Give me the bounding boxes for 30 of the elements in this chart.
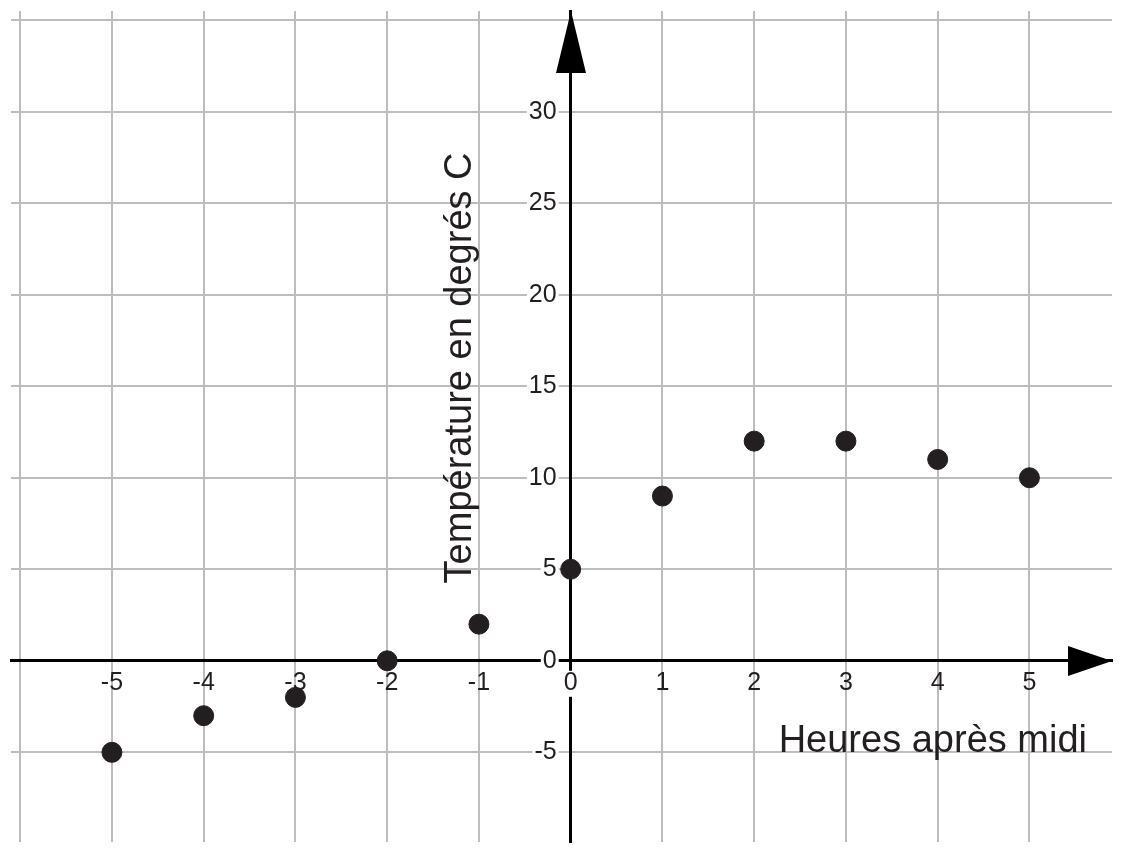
point <box>376 650 398 672</box>
x-tick-label: 0 <box>563 667 578 696</box>
point <box>468 613 490 635</box>
y-tick-label: -5 <box>534 736 557 765</box>
y-tick-label: 15 <box>528 370 557 399</box>
point <box>743 430 765 452</box>
y-tick-label: 5 <box>542 553 557 582</box>
point <box>651 485 673 507</box>
y-tick-label: 25 <box>528 187 557 216</box>
y-tick-label: 30 <box>528 95 557 124</box>
point <box>927 448 949 470</box>
y-tick-label: 20 <box>528 278 557 307</box>
x-tick-label: -4 <box>192 667 215 696</box>
x-tick-label: 3 <box>838 667 853 696</box>
point <box>835 430 857 452</box>
x-tick-label: 1 <box>655 667 670 696</box>
x-tick-label: 5 <box>1022 667 1037 696</box>
point <box>560 558 582 580</box>
y-tick-label: 10 <box>528 461 557 490</box>
point <box>101 741 123 763</box>
x-tick-label: -5 <box>100 667 124 696</box>
point <box>1018 467 1040 489</box>
x-tick-label: -2 <box>376 667 399 696</box>
x-axis-title: Heures après midi <box>778 717 1087 760</box>
x-tick-label: 4 <box>930 667 945 696</box>
y-tick-label: 0 <box>542 644 557 673</box>
x-tick-label: 2 <box>747 667 762 696</box>
x-tick-label: -1 <box>467 667 491 696</box>
point <box>193 705 215 727</box>
y-axis-title: Température en degrés C <box>437 152 480 584</box>
